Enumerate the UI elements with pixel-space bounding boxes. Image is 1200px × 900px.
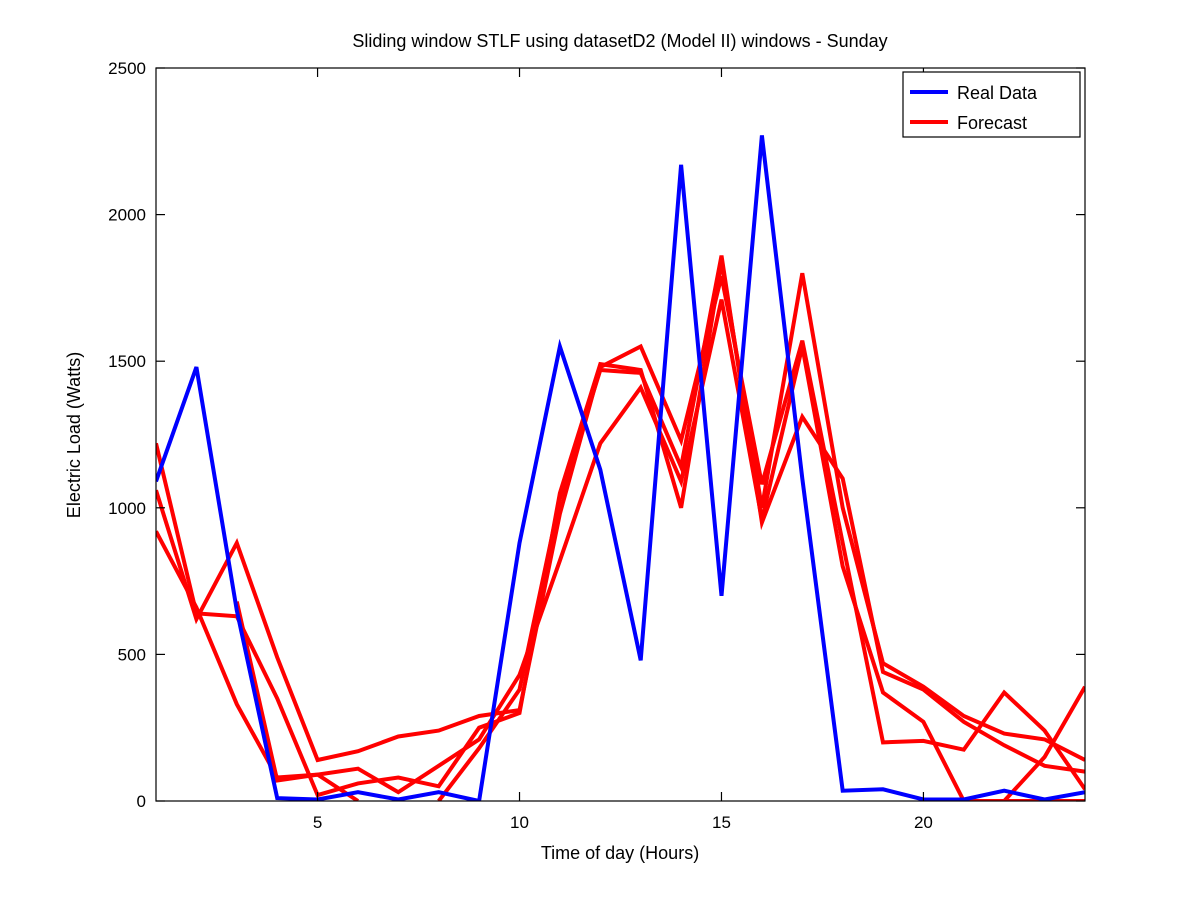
y-axis-title: Electric Load (Watts) bbox=[64, 352, 84, 518]
x-tick-label: 5 bbox=[313, 813, 322, 832]
y-tick-label: 1500 bbox=[108, 352, 146, 371]
x-tick-label: 10 bbox=[510, 813, 529, 832]
y-tick-label: 1000 bbox=[108, 499, 146, 518]
y-tick-label: 0 bbox=[137, 792, 146, 811]
plot-frame bbox=[155, 67, 1086, 802]
legend-label-real-data: Real Data bbox=[957, 83, 1038, 103]
real-data-line bbox=[156, 135, 1085, 801]
chart-title: Sliding window STLF using datasetD2 (Mod… bbox=[352, 31, 887, 51]
legend-box bbox=[902, 71, 1081, 138]
forecast-line-3 bbox=[156, 275, 1085, 791]
forecast-line-4 bbox=[234, 255, 1085, 801]
y-tick-label: 2000 bbox=[108, 206, 146, 225]
legend-label-forecast: Forecast bbox=[957, 113, 1027, 133]
y-tick-label: 2500 bbox=[108, 59, 146, 78]
y-tick-label: 500 bbox=[118, 645, 146, 664]
x-axis-title: Time of day (Hours) bbox=[541, 843, 699, 863]
ticks-layer: 5 10 15 20 0 500 1000 1500 2000 2500 bbox=[108, 59, 1085, 832]
forecast-line-1 bbox=[156, 261, 1085, 798]
forecast-line-5 bbox=[1002, 685, 1085, 801]
plot-area bbox=[156, 68, 1085, 801]
series-layer bbox=[156, 135, 1085, 801]
legend: Real Data Forecast bbox=[902, 71, 1081, 138]
x-tick-label: 15 bbox=[712, 813, 731, 832]
x-tick-label: 20 bbox=[914, 813, 933, 832]
